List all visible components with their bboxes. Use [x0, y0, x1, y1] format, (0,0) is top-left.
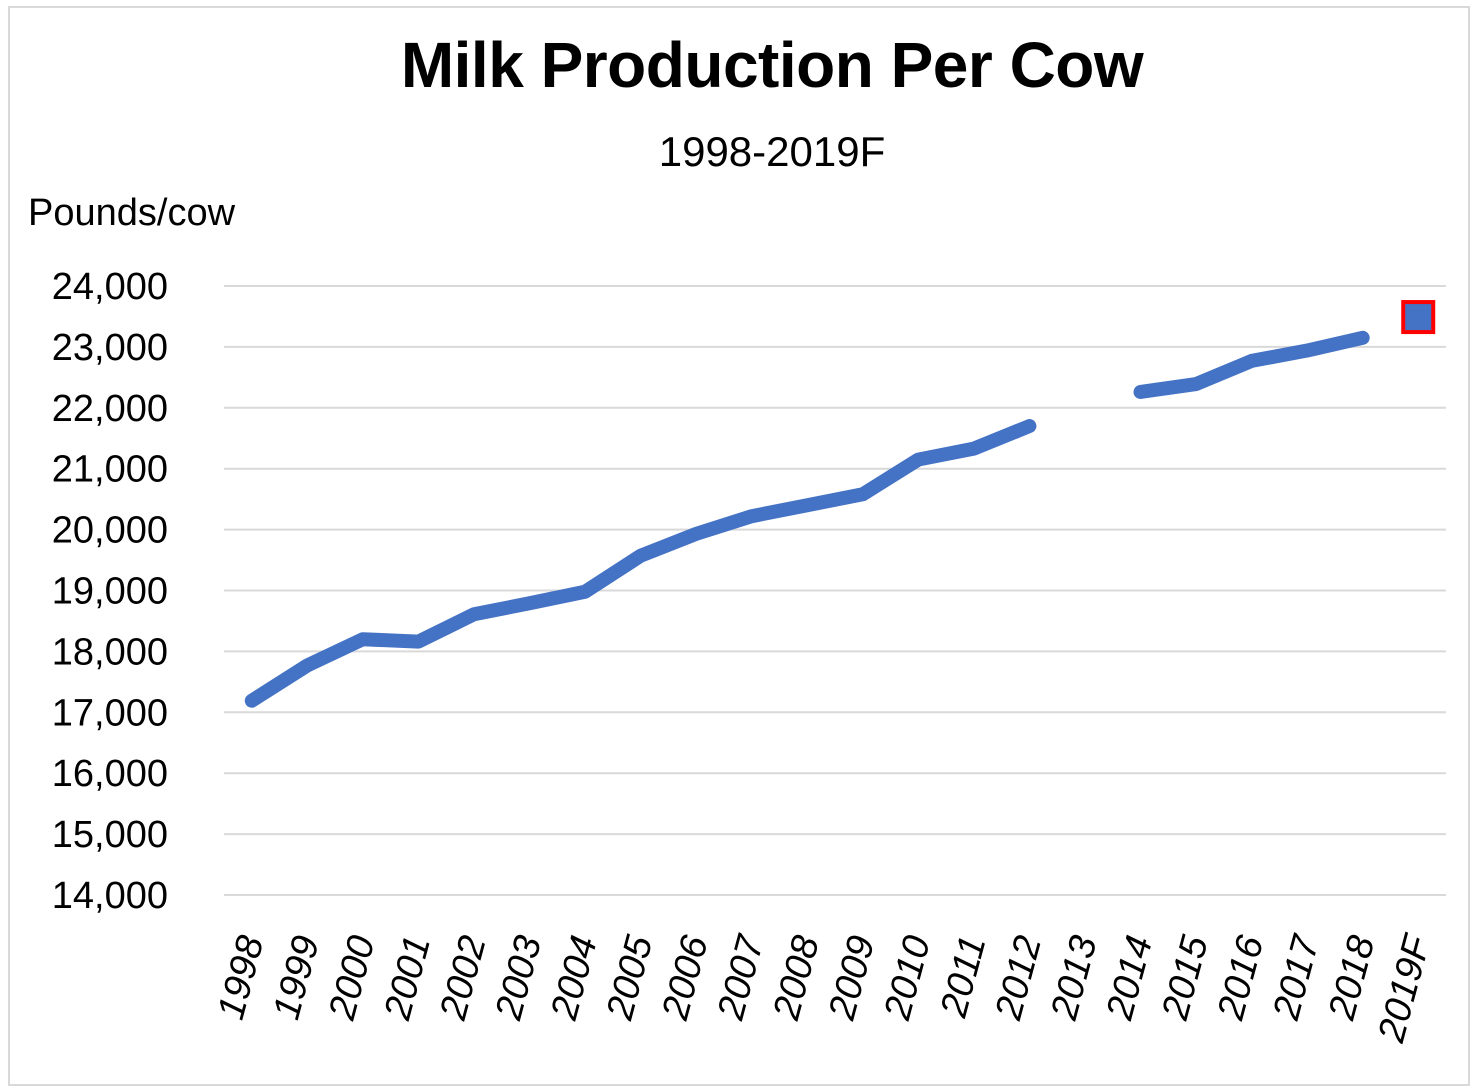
series-line — [244, 419, 1037, 708]
y-tick-label: 20,000 — [52, 510, 168, 552]
x-tick-label: 2009 — [821, 931, 884, 1025]
x-tick-label: 2011 — [933, 931, 995, 1022]
y-tick-label: 16,000 — [52, 753, 168, 795]
x-tick-label: 2014 — [1098, 931, 1161, 1025]
y-tick-label: 19,000 — [52, 571, 168, 613]
chart-title: Milk Production Per Cow — [400, 29, 1144, 101]
x-tick-label: 2006 — [654, 931, 717, 1025]
data-point-marker — [1401, 300, 1436, 335]
y-tick-label: 21,000 — [52, 449, 168, 491]
x-tick-label: 2010 — [876, 931, 939, 1025]
x-tick-label: 2013 — [1043, 931, 1106, 1025]
x-tick-label: 2017 — [1265, 930, 1328, 1025]
y-tick-label: 14,000 — [52, 875, 168, 917]
x-tick-label: 2007 — [710, 930, 773, 1025]
chart-subtitle: 1998-2019F — [658, 128, 886, 175]
x-tick-label: 2015 — [1154, 931, 1217, 1025]
y-tick-label: 23,000 — [52, 327, 168, 369]
x-tick-label: 2003 — [487, 931, 550, 1025]
x-tick-label: 2001 — [376, 931, 439, 1025]
x-tick-label: 2005 — [599, 931, 662, 1025]
x-tick-label: 2002 — [432, 931, 495, 1025]
y-tick-label: 22,000 — [52, 388, 168, 430]
y-tick-label: 17,000 — [52, 692, 168, 734]
x-tick-label: 2018 — [1321, 931, 1384, 1025]
x-tick-label: 2012 — [987, 931, 1050, 1025]
y-axis-label: Pounds/cow — [28, 192, 236, 234]
x-tick-label: 2000 — [321, 931, 384, 1025]
x-tick-label: 2016 — [1210, 931, 1273, 1025]
chart-frame — [8, 6, 1470, 1086]
y-tick-label: 24,000 — [52, 266, 168, 308]
x-tick-label: 2008 — [765, 931, 828, 1025]
series-line — [1133, 330, 1370, 399]
x-tick-label: 2004 — [543, 931, 606, 1025]
y-tick-label: 15,000 — [52, 814, 168, 856]
y-tick-label: 18,000 — [52, 631, 168, 673]
x-tick-label: 1998 — [210, 931, 272, 1024]
x-tick-label: 1999 — [266, 931, 328, 1024]
